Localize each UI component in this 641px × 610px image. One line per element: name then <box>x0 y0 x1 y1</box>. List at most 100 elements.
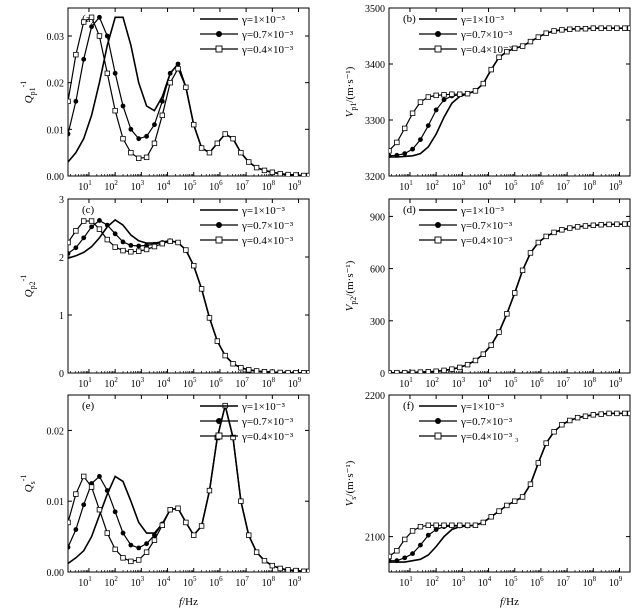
data-point <box>261 167 268 174</box>
data-point <box>73 228 79 234</box>
data-point <box>104 236 110 243</box>
data-point <box>389 553 392 560</box>
x-tick-label: 103 <box>131 575 145 589</box>
x-tick-label: 105 <box>504 376 518 390</box>
x-tick-label: 104 <box>157 376 171 390</box>
data-point <box>606 410 612 417</box>
data-point <box>112 70 118 76</box>
data-point <box>425 369 431 373</box>
data-point <box>143 549 150 555</box>
data-point <box>97 14 102 20</box>
data-point <box>81 19 87 25</box>
y-tick-label: 2100 <box>365 533 385 544</box>
legend-marker <box>216 222 222 228</box>
data-point <box>96 506 103 513</box>
x-tick-label: 104 <box>157 179 171 193</box>
data-point <box>590 25 597 31</box>
x-tick-label: 102 <box>104 179 118 193</box>
data-point <box>425 94 431 100</box>
data-point <box>425 123 431 128</box>
data-point <box>394 369 400 373</box>
data-point <box>73 245 79 251</box>
data-point <box>535 239 542 246</box>
series-line <box>68 16 309 176</box>
data-point <box>104 530 110 536</box>
x-tick-label: 101 <box>78 575 92 589</box>
data-point <box>504 502 510 509</box>
data-point <box>167 70 173 76</box>
panel-tag: (f) <box>403 400 414 412</box>
data-point <box>606 221 612 228</box>
data-point <box>167 79 173 86</box>
data-point <box>285 369 291 373</box>
data-point <box>527 481 534 487</box>
data-point <box>488 342 494 348</box>
data-point <box>198 145 205 151</box>
data-point <box>136 243 142 249</box>
data-point <box>238 149 244 156</box>
data-point <box>206 315 213 321</box>
x-tick-label: 108 <box>262 575 276 589</box>
data-point <box>246 532 252 538</box>
data-point <box>472 88 479 94</box>
data-point <box>441 97 447 103</box>
data-point <box>389 370 392 373</box>
data-point <box>81 473 87 480</box>
data-point <box>627 221 630 227</box>
data-point <box>301 568 307 572</box>
data-point <box>73 51 79 58</box>
legend-f: γ=1×10⁻³ γ=0.7×10⁻³ γ=0.4×10⁻³ ₃ <box>419 401 519 443</box>
series-group-b <box>389 25 630 159</box>
data-point <box>112 231 118 237</box>
x-tick-label: 105 <box>504 179 518 193</box>
data-point <box>89 224 94 230</box>
data-point <box>104 222 110 228</box>
legend-label: γ=0.4×10⁻³ <box>241 44 294 56</box>
data-point <box>449 522 455 528</box>
series-group-a <box>68 14 309 176</box>
data-point <box>151 537 158 543</box>
data-point <box>159 240 166 247</box>
data-point <box>567 417 573 424</box>
x-axis-label: f/Hz <box>179 596 198 608</box>
data-point <box>246 367 252 373</box>
data-point <box>68 239 71 246</box>
plot-frame-f <box>388 394 631 573</box>
y-tick-label: 0.00 <box>47 568 65 579</box>
y-axis-label-f: Vs/(m·s⁻¹) <box>344 460 358 506</box>
data-point <box>293 567 299 572</box>
x-tick-label: 104 <box>478 376 492 390</box>
y-tick-label: 0.01 <box>47 497 65 508</box>
x-tick-label: 104 <box>478 575 492 589</box>
legend-marker <box>215 432 223 440</box>
y-tick-label: 3500 <box>365 4 385 15</box>
data-point <box>409 528 416 534</box>
panel-a: 0.00 0.01 0.02 0.03 101 102 103 104 105 106 107 108… <box>19 7 310 193</box>
x-tick-label: 108 <box>583 376 597 390</box>
data-point <box>512 45 518 52</box>
y-tick-label: 2200 <box>365 391 385 402</box>
x-tick-label: 109 <box>288 376 302 390</box>
data-point <box>143 154 150 161</box>
x-tick-label: 107 <box>556 575 570 589</box>
legend-marker <box>435 222 441 228</box>
legend-label: γ=1×10⁻³ <box>241 401 286 413</box>
x-tick-label: 109 <box>288 575 302 589</box>
data-point <box>183 247 189 253</box>
data-point <box>567 26 573 32</box>
y-axis-label-b: Vp1/(m·s⁻¹) <box>344 66 358 117</box>
data-point <box>269 369 276 373</box>
legend-label: γ=0.4×10⁻³ ₃ <box>460 431 519 443</box>
legend-label: γ=0.7×10⁻³ <box>241 220 294 232</box>
y-axis-label-d: Vp2/(m·s⁻¹) <box>344 260 358 311</box>
data-point <box>441 92 447 98</box>
legend-marker <box>435 31 441 37</box>
data-point <box>183 519 189 526</box>
x-tick-label: 101 <box>399 575 413 589</box>
x-tick-label: 109 <box>609 179 623 193</box>
data-point <box>230 361 236 367</box>
data-point <box>222 131 228 137</box>
data-point <box>590 222 597 228</box>
y-axis-label-a: Qp1-1 <box>19 81 37 104</box>
